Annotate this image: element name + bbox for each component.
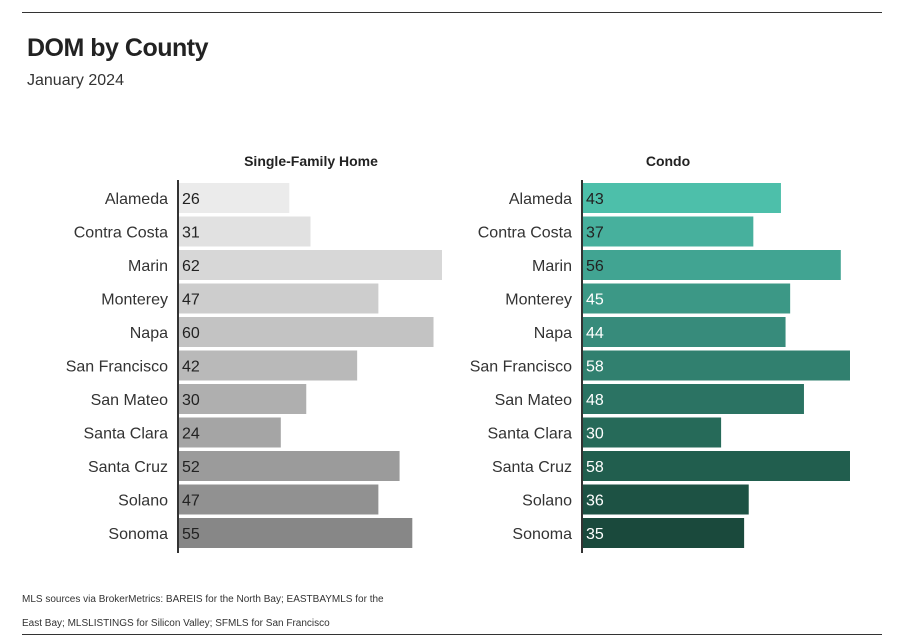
condo-bar-san-francisco	[583, 350, 850, 381]
sfh-value-label: 30	[182, 392, 200, 409]
sfh-category-label: Sonoma	[108, 526, 168, 543]
sfh-value-label: 55	[182, 526, 200, 543]
sfh-panel-title: Single-Family Home	[244, 153, 378, 169]
condo-value-label: 36	[586, 493, 604, 510]
sfh-bar-sonoma	[179, 518, 413, 548]
condo-panel-title: Condo	[646, 153, 690, 169]
sfh-value-label: 42	[182, 359, 200, 376]
sfh-value-label: 47	[182, 292, 200, 309]
sfh-value-label: 52	[182, 459, 200, 476]
sfh-category-label: Marin	[128, 258, 168, 275]
sfh-value-label: 31	[182, 225, 200, 242]
sfh-category-label: Santa Cruz	[88, 459, 168, 476]
sfh-category-label: Alameda	[105, 191, 168, 208]
sfh-value-label: 62	[182, 258, 200, 275]
top-rule	[22, 12, 882, 13]
condo-bar-monterey	[583, 283, 791, 314]
bottom-rule	[22, 634, 882, 635]
sfh-bar-alameda	[179, 183, 290, 213]
sfh-category-label: San Francisco	[66, 359, 168, 376]
condo-category-label: Monterey	[505, 292, 572, 309]
condo-category-label: San Mateo	[495, 392, 572, 409]
chart-title: DOM by County	[27, 34, 209, 62]
condo-value-label: 58	[586, 359, 604, 376]
condo-bar-contra-costa	[583, 216, 754, 247]
sfh-category-label: Contra Costa	[74, 225, 168, 242]
sfh-value-label: 60	[182, 325, 200, 342]
sfh-value-label: 24	[182, 426, 200, 443]
condo-category-label: Napa	[534, 325, 572, 342]
condo-bar-san-mateo	[583, 384, 804, 414]
condo-category-label: Marin	[532, 258, 572, 275]
condo-value-label: 48	[586, 392, 604, 409]
condo-value-label: 30	[586, 426, 604, 443]
condo-value-label: 45	[586, 292, 604, 309]
sfh-bar-santa-clara	[179, 417, 281, 448]
sfh-bar-monterey	[179, 283, 379, 314]
condo-category-label: Alameda	[509, 191, 572, 208]
condo-category-label: Sonoma	[512, 526, 572, 543]
condo-category-label: Santa Clara	[488, 426, 573, 443]
condo-bar-napa	[583, 317, 786, 347]
condo-value-label: 56	[586, 258, 604, 275]
condo-value-label: 35	[586, 526, 604, 543]
sfh-bar-santa-cruz	[179, 451, 400, 481]
sfh-category-label: Santa Clara	[84, 426, 169, 443]
sfh-bar-napa	[179, 317, 434, 347]
sfh-category-label: San Mateo	[91, 392, 168, 409]
condo-value-label: 37	[586, 225, 604, 242]
sfh-bar-marin	[179, 250, 442, 280]
sfh-value-label: 26	[182, 191, 200, 208]
condo-bar-alameda	[583, 183, 781, 213]
condo-value-label: 58	[586, 459, 604, 476]
condo-category-label: Solano	[522, 493, 572, 510]
condo-category-label: Contra Costa	[478, 225, 572, 242]
chart-subtitle: January 2024	[27, 72, 124, 89]
sfh-bar-solano	[179, 484, 379, 515]
sfh-bar-san-mateo	[179, 384, 307, 414]
condo-category-label: Santa Cruz	[492, 459, 572, 476]
condo-value-label: 44	[586, 325, 604, 342]
sfh-bar-san-francisco	[179, 350, 358, 381]
condo-bar-santa-cruz	[583, 451, 850, 481]
condo-value-label: 43	[586, 191, 604, 208]
condo-bar-santa-clara	[583, 417, 722, 448]
sfh-value-label: 47	[182, 493, 200, 510]
condo-category-label: San Francisco	[470, 359, 572, 376]
sfh-bar-contra-costa	[179, 216, 311, 247]
condo-bar-sonoma	[583, 518, 745, 548]
condo-bar-marin	[583, 250, 841, 280]
condo-bar-solano	[583, 484, 749, 515]
sfh-category-label: Solano	[118, 493, 168, 510]
footnote: MLS sources via BrokerMetrics: BAREIS fo…	[22, 594, 384, 629]
sfh-category-label: Napa	[130, 325, 168, 342]
sfh-category-label: Monterey	[101, 292, 168, 309]
